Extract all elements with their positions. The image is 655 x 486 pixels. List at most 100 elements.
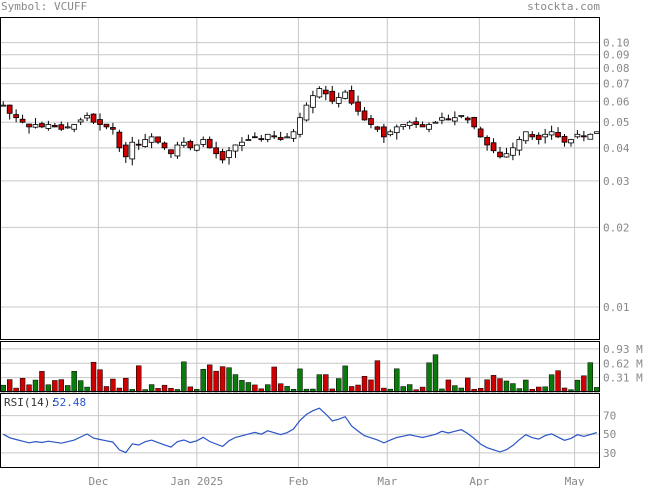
- volume-bar: [213, 370, 219, 393]
- volume-bar: [361, 375, 368, 393]
- rsi-tick-label: 70: [603, 410, 616, 423]
- candle-body: [471, 117, 478, 128]
- panel-frames: [0, 17, 600, 468]
- candle-body: [329, 90, 336, 102]
- volume-bar: [445, 379, 452, 393]
- panel-border: [0, 393, 600, 468]
- rsi-value: 52.48: [53, 396, 86, 409]
- volume-bar: [548, 374, 555, 393]
- candle-body: [110, 127, 116, 130]
- date-tick-label: Dec: [88, 475, 108, 486]
- volume-bar: [394, 368, 400, 393]
- candle-body: [71, 124, 78, 130]
- volume-bar: [6, 379, 13, 393]
- candle-body: [51, 124, 58, 128]
- candle-body: [148, 136, 155, 143]
- candle-body: [464, 117, 471, 121]
- candle-body: [0, 104, 7, 107]
- volume-tick-label: 0.31 M: [603, 372, 643, 385]
- candle-body: [19, 118, 26, 123]
- y-axis-labels: 0.100.090.08 0.07 0.06 0.05 0.04 0.03 0.02 0.01…: [603, 37, 643, 460]
- price-tick-label: 0.06: [603, 95, 630, 108]
- date-tick-label: Jan 2025: [170, 475, 223, 486]
- candle-body: [406, 121, 413, 127]
- candle-body: [458, 115, 465, 117]
- volume-bar: [490, 375, 497, 393]
- volume-bar: [97, 369, 103, 393]
- candle-body: [445, 118, 452, 121]
- candle-body: [535, 134, 542, 140]
- candle-body: [355, 101, 361, 112]
- candle-body: [497, 151, 503, 158]
- volume-bar: [52, 380, 58, 393]
- volume-bar: [32, 379, 39, 393]
- price-tick-label: 0.05: [603, 116, 630, 129]
- panel-border: [0, 17, 600, 340]
- candle-body: [77, 119, 84, 123]
- volume-bar: [123, 377, 129, 393]
- rsi-line: [2, 407, 597, 454]
- candle-body: [219, 151, 226, 161]
- price-tick-label: 0.09: [603, 49, 630, 62]
- candle-body: [174, 144, 181, 157]
- volume-bar: [406, 384, 413, 393]
- volume-bar: [26, 384, 32, 393]
- candle-body: [593, 131, 600, 134]
- volume-bar: [77, 380, 84, 393]
- candle-body: [490, 142, 497, 152]
- candle-body: [193, 144, 200, 151]
- candle-body: [90, 113, 97, 123]
- candle-body: [226, 150, 232, 158]
- candle-body: [529, 134, 536, 138]
- candle-body: [561, 135, 568, 143]
- candle-body: [335, 97, 342, 104]
- volume-bar: [265, 384, 271, 393]
- candle-body: [522, 131, 529, 142]
- candle-body: [426, 124, 432, 130]
- candle-body: [548, 131, 555, 136]
- candle-body: [271, 135, 278, 138]
- candle-body: [297, 117, 303, 135]
- candle-body: [155, 136, 161, 143]
- candle-body: [387, 131, 394, 136]
- candle-body: [413, 121, 419, 125]
- candle-body: [555, 132, 561, 138]
- price-tick-label: 0.10: [603, 37, 630, 50]
- candle-body: [187, 141, 194, 149]
- volume-bars: [0, 354, 600, 393]
- candle-body: [574, 133, 581, 138]
- volume-bar: [297, 368, 303, 393]
- candle-body: [206, 138, 213, 149]
- price-candles: [0, 85, 600, 166]
- volume-bar: [355, 384, 361, 393]
- candle-body: [32, 124, 39, 128]
- volume-bar: [181, 361, 187, 393]
- candle-body: [484, 136, 490, 146]
- candle-body: [374, 126, 381, 130]
- candle-body: [264, 133, 271, 140]
- rsi-tick-label: 50: [603, 428, 616, 441]
- volume-bar: [555, 370, 561, 393]
- candle-body: [348, 90, 355, 104]
- x-axis-labels: Dec Jan 2025 Feb Mar Apr May: [88, 475, 584, 486]
- volume-bar: [71, 371, 77, 393]
- price-tick-label: 0.07: [603, 78, 630, 91]
- candle-body: [161, 142, 168, 149]
- candle-body: [58, 124, 65, 130]
- candle-body: [213, 147, 219, 155]
- candle-body: [439, 117, 445, 121]
- candle-body: [581, 135, 587, 138]
- candle-body: [181, 141, 187, 146]
- volume-tick-label: 0.93 M: [603, 343, 643, 356]
- volume-bar: [161, 384, 168, 393]
- volume-bar: [574, 379, 581, 393]
- candle-body: [129, 141, 136, 160]
- rsi-label: RSI(14):: [4, 396, 57, 409]
- candle-body: [310, 95, 316, 108]
- price-tick-label: 0.04: [603, 142, 630, 155]
- candle-body: [322, 89, 329, 95]
- date-tick-label: Mar: [377, 475, 397, 486]
- candle-body: [103, 123, 110, 128]
- rsi-series-line: [2, 407, 597, 454]
